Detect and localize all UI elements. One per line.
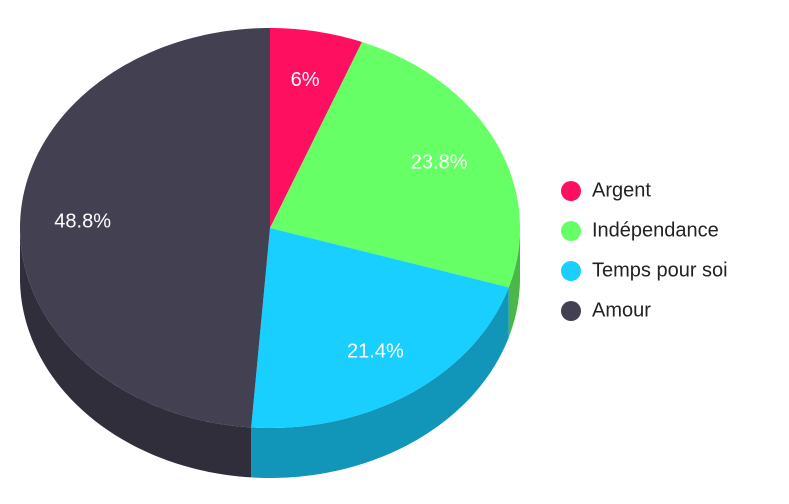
legend-label: Argent	[592, 179, 651, 201]
slice	[20, 28, 270, 428]
data-label: 48.8%	[54, 211, 111, 233]
legend-marker	[561, 301, 581, 321]
slice-side	[251, 287, 509, 478]
slice-side	[20, 228, 252, 478]
slice	[251, 228, 509, 428]
slice-side	[508, 228, 520, 338]
legend-marker	[561, 261, 581, 281]
data-label: 23.8%	[411, 152, 468, 174]
legend-label: Amour	[592, 299, 651, 321]
legend-label: Temps pour soi	[592, 259, 728, 281]
data-label: 6%	[291, 69, 320, 91]
slice	[270, 28, 363, 228]
legend-label: Indépendance	[592, 219, 719, 241]
data-label: 21.4%	[347, 340, 404, 362]
slice	[270, 42, 520, 288]
legend-marker	[561, 181, 581, 201]
legend-marker	[561, 221, 581, 241]
